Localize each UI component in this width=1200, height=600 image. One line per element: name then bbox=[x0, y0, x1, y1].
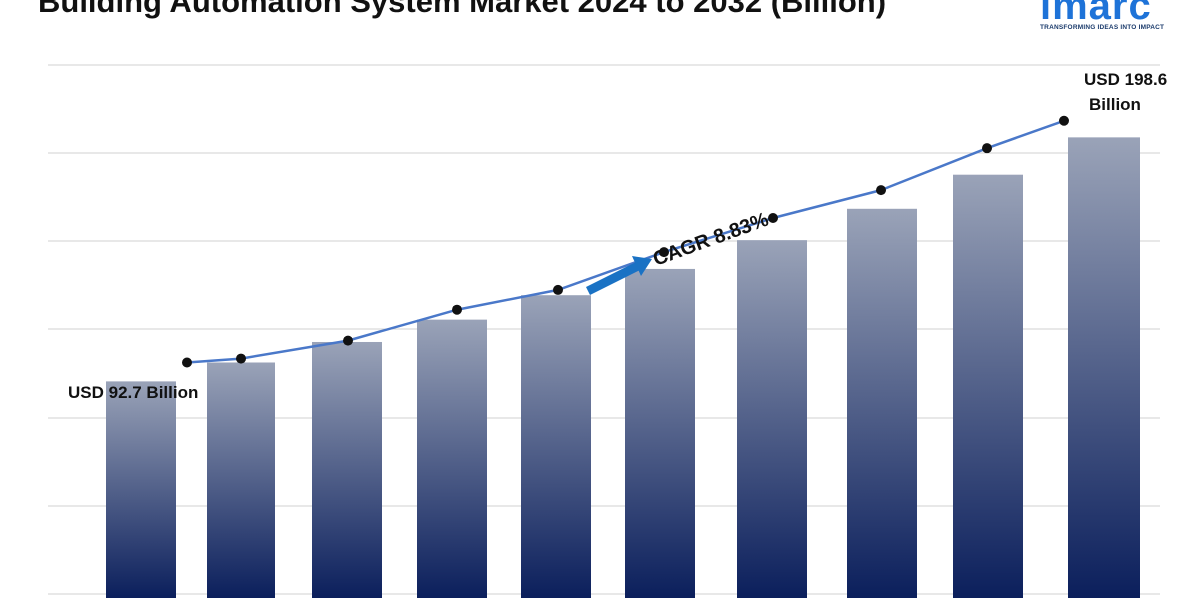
bar bbox=[312, 341, 382, 598]
logo-wordmark: imarc bbox=[1040, 0, 1152, 28]
trend-point bbox=[768, 213, 778, 224]
trend-point bbox=[182, 357, 192, 368]
trend-line bbox=[186, 119, 1065, 364]
trend-point bbox=[452, 304, 462, 315]
trend-point bbox=[553, 284, 563, 295]
bar bbox=[737, 240, 807, 598]
bar bbox=[207, 362, 275, 598]
bar bbox=[847, 208, 917, 598]
imarc-logo: imarc TRANSFORMING IDEAS INTO IMPACT bbox=[1040, 0, 1190, 32]
bar bbox=[417, 319, 487, 598]
trend-point bbox=[343, 335, 353, 346]
bar bbox=[106, 381, 176, 598]
start-value-label: USD 92.7 Billion bbox=[68, 383, 198, 402]
bar bbox=[1068, 137, 1140, 599]
bars bbox=[106, 137, 1140, 599]
trend-polyline bbox=[186, 119, 1065, 364]
page-title: Building Automation System Market 2024 t… bbox=[38, 0, 887, 19]
bar bbox=[953, 174, 1023, 598]
trend-point bbox=[982, 143, 992, 154]
end-value-unit-label: Billion bbox=[1089, 95, 1141, 114]
bar bbox=[625, 268, 695, 598]
cagr-arrow bbox=[585, 256, 652, 296]
trend-point bbox=[236, 353, 246, 364]
trend-point bbox=[1059, 115, 1069, 126]
trend-point bbox=[876, 185, 886, 196]
logo-tagline: TRANSFORMING IDEAS INTO IMPACT bbox=[1040, 24, 1165, 31]
trend-point bbox=[659, 247, 669, 258]
trend-markers bbox=[182, 115, 1069, 368]
bar bbox=[521, 295, 591, 598]
end-value-label: USD 198.6 bbox=[1084, 70, 1167, 89]
